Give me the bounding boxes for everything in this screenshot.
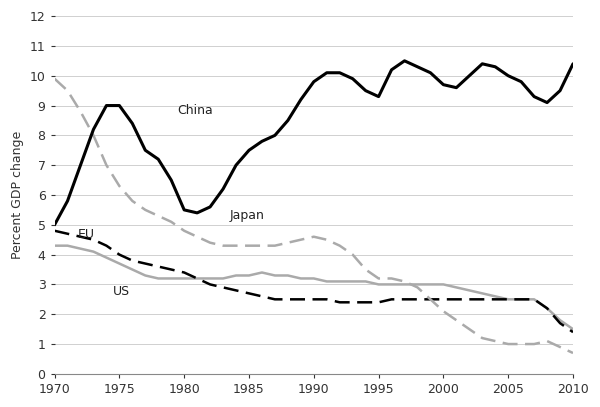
Text: China: China <box>178 105 214 118</box>
Text: EU: EU <box>78 228 95 241</box>
Text: US: US <box>113 285 130 298</box>
Y-axis label: Percent GDP change: Percent GDP change <box>11 131 24 259</box>
Text: Japan: Japan <box>230 209 265 222</box>
